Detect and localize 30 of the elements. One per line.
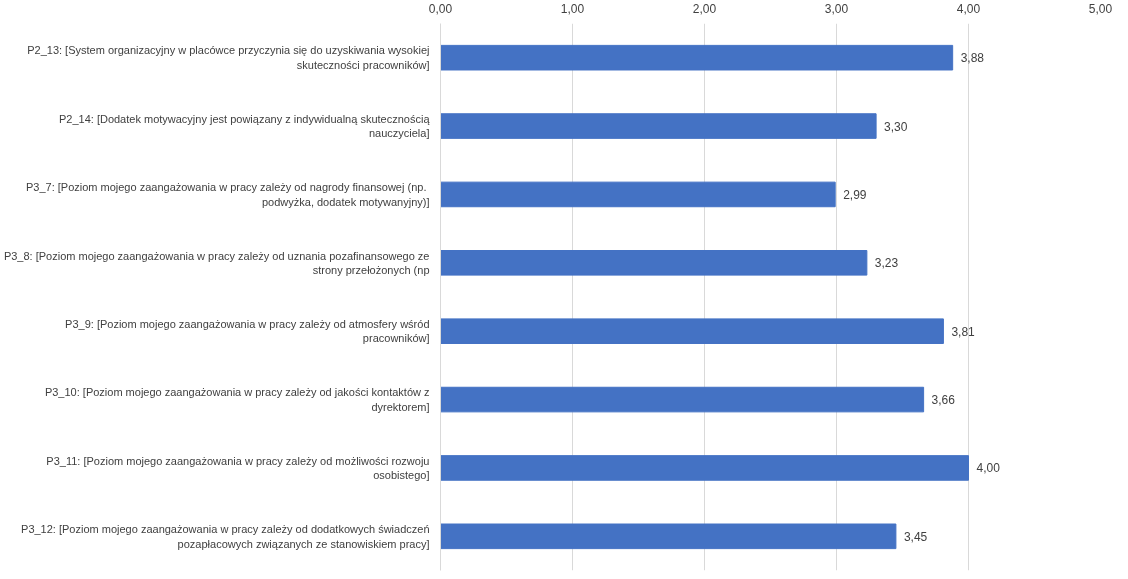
bar [440,318,944,344]
y-tick-label: P3_11: [Poziom mojego zaangażowania w pracy zależy od możliwości rozwoju osobistego] [46,454,430,482]
bar [440,250,868,276]
y-tick-label: P3_10: [Poziom mojego zaangażowania w pracy zależy od jakości kontaktów z dyrektorem] [44,386,430,413]
y-tick-label: P3_8: [Poziom mojego zaangażowania w pracy zależy od uznania pozafinansowego ze strony przełożonych (np [3,249,430,277]
data-label: 3,81 [951,324,976,339]
data-label: 2,99 [843,187,867,202]
data-label: 3,45 [903,529,928,544]
x-tick-label: 1,00 [560,1,585,16]
bar [440,386,925,413]
y-tick-label: P3_9: [Poziom mojego zaangażowania w pracy zależy od atmosfery wśród pracowników] [65,317,430,345]
bar [440,455,969,481]
data-label: 3,23 [874,256,899,271]
data-label: 4,00 [976,461,1001,476]
x-tick-label: 2,00 [692,1,717,16]
x-tick-label: 0,00 [428,1,453,16]
bar [440,181,836,208]
x-tick-label: 3,00 [824,1,849,16]
y-tick-label: P2_14: [Dodatek motywacyjny jest powiązany z indywidualną skutecznością nauczyciela] [58,112,431,140]
y-tick-label: P2_13: [System organizacyjny w placówce przyczynia się do uzyskiwania wysokiej skuteczności pracowników] [27,44,430,71]
bar [440,523,897,550]
bar [440,113,877,139]
data-label: 3,88 [960,51,985,66]
x-tick-label: 5,00 [1088,1,1113,16]
data-label: 3,30 [884,119,908,134]
y-tick-label: P3_7: [Poziom mojego zaangażowania w pracy zależy od nagrody finansowej (np. podwyżka, dodatek motywanyjny)] [25,181,430,208]
bar [440,44,954,71]
y-tick-label: P3_12: [Poziom mojego zaangażowania w pracy zależy od dodatkowych świadczeń pozapłacowych związanych ze stanowiskiem pracy] [21,523,430,550]
data-label: 3,66 [931,393,956,408]
x-tick-label: 4,00 [956,1,981,16]
